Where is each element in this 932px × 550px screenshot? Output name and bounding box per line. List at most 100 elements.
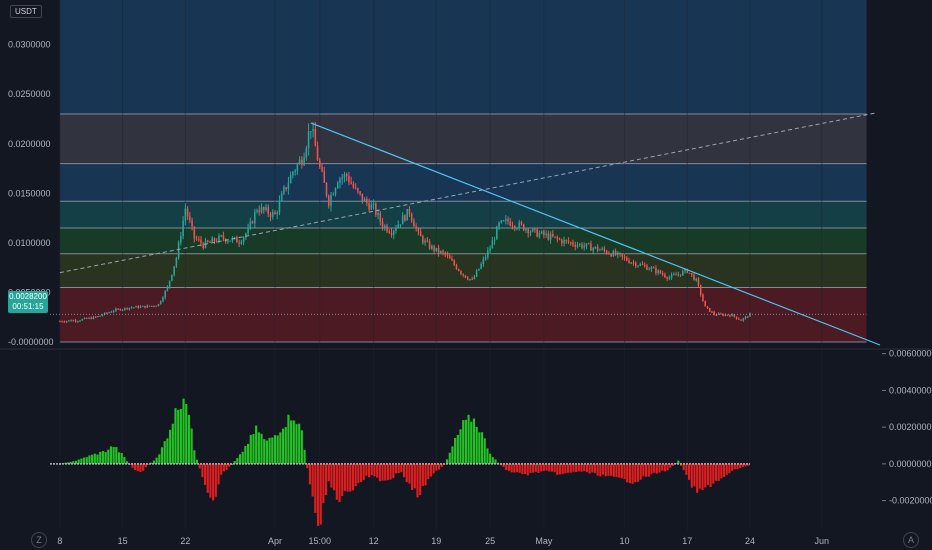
oscillator-bar <box>257 432 260 464</box>
oscillator-bar <box>362 463 365 481</box>
oscillator-bar <box>190 428 193 464</box>
candle-body <box>112 310 115 312</box>
candle-body <box>673 274 675 276</box>
time-tick-label: 15 <box>118 536 128 546</box>
oscillator-bar <box>169 429 172 464</box>
trendline[interactable] <box>310 122 881 346</box>
candle-body <box>285 187 287 190</box>
time-tick-label: 24 <box>745 536 755 546</box>
candle-body <box>341 177 343 179</box>
candle-body <box>245 233 247 238</box>
oscillator-pane[interactable]: 0.0060000 0.0040000 0.0020000 0.0000000 -0.0… <box>50 349 932 526</box>
oscillator-axis[interactable]: 0.0060000 0.0040000 0.0020000 0.0000000 -0.0… <box>882 349 932 506</box>
candle-body <box>175 258 178 267</box>
oscillator-bar <box>233 461 236 464</box>
oscillator-bar <box>408 463 411 484</box>
oscillator-bar <box>174 408 177 464</box>
candle-body <box>254 211 256 224</box>
candle-body <box>587 243 590 245</box>
oscillator-bar <box>381 463 384 481</box>
osc-tick-label: 0.0020000 <box>889 422 932 432</box>
candle-body <box>312 129 314 132</box>
candle-body <box>94 316 97 318</box>
candle-body <box>527 228 529 234</box>
candle-body <box>424 240 426 243</box>
oscillator-bar <box>292 420 295 464</box>
oscillator-bar <box>69 461 72 464</box>
candle-body <box>652 267 655 269</box>
candle-body <box>531 228 534 232</box>
drawing-lines[interactable] <box>50 112 881 346</box>
candle-body <box>724 314 727 316</box>
oscillator-bar <box>688 463 691 480</box>
candle-body <box>61 321 63 323</box>
candle-body <box>720 313 722 315</box>
oscillator-bar <box>341 463 344 496</box>
fib-retracement[interactable] <box>59 0 867 343</box>
candle-body <box>350 182 352 184</box>
candle-body <box>605 250 608 254</box>
candle-body <box>101 314 104 316</box>
candle-body <box>361 193 364 202</box>
oscillator-bar <box>247 443 250 464</box>
osc-tick-label: 0.0040000 <box>889 385 932 395</box>
oscillator-bar <box>134 463 137 471</box>
candle-body <box>637 265 639 267</box>
dashed-fib-trendline[interactable] <box>59 112 876 274</box>
candle-body <box>238 242 240 244</box>
oscillator-bar <box>311 463 314 497</box>
candle-body <box>74 320 77 322</box>
candle-body <box>466 277 469 280</box>
oscillator-bar <box>483 438 486 464</box>
oscillator-bar <box>152 460 156 464</box>
oscillator-bar <box>126 461 129 464</box>
oscillator-bar <box>429 463 433 477</box>
candle-body <box>623 256 626 258</box>
oscillator-bar <box>550 463 554 472</box>
oscillator-bar <box>454 438 457 464</box>
oscillator-histogram <box>50 398 751 526</box>
oscillator-bar <box>698 463 701 489</box>
oscillator-bar <box>437 463 441 470</box>
oscillator-bar <box>685 463 688 475</box>
fib-band <box>59 114 867 164</box>
oscillator-bar <box>626 463 629 483</box>
candle-body <box>240 241 243 244</box>
candle-body <box>708 308 711 312</box>
oscillator-bar <box>704 463 707 488</box>
oscillator-bar <box>456 434 459 464</box>
currency-badge[interactable]: USDT <box>10 5 42 18</box>
candle-body <box>146 305 149 308</box>
candle-body <box>258 210 261 213</box>
candle-body <box>77 321 79 323</box>
fib-band <box>59 0 867 115</box>
candle-body <box>688 272 691 274</box>
auto-scale-button[interactable]: Z <box>31 532 47 548</box>
candlestick-series <box>59 122 751 324</box>
candle-body <box>128 307 131 310</box>
candle-body <box>601 248 603 250</box>
oscillator-bar <box>150 462 153 464</box>
auto-button[interactable]: A <box>903 532 919 548</box>
oscillator-bar <box>529 463 532 473</box>
candle-body <box>110 311 113 313</box>
oscillator-bar <box>561 463 564 475</box>
oscillator-bar <box>80 458 83 464</box>
time-tick-label: May <box>535 536 553 546</box>
candle-body <box>202 243 205 249</box>
price-tick-label: 0.0250000 <box>8 89 51 99</box>
oscillator-bar <box>639 463 642 480</box>
candle-body <box>491 240 494 249</box>
candle-body <box>186 208 189 217</box>
candle-body <box>415 226 417 229</box>
oscillator-bar <box>491 457 494 464</box>
time-axis[interactable]: 8 15 22 Apr 15:00 12 19 25 May 10 17 24 Jun <box>57 536 829 546</box>
oscillator-bar <box>701 463 704 490</box>
oscillator-bar <box>567 463 570 473</box>
candle-body <box>153 305 155 307</box>
candle-body <box>419 231 422 237</box>
candle-body <box>182 220 184 236</box>
price-pane[interactable]: 0.0300000 0.0250000 0.0200000 0.0150000 0.01… <box>8 0 881 530</box>
candle-body <box>193 226 196 239</box>
